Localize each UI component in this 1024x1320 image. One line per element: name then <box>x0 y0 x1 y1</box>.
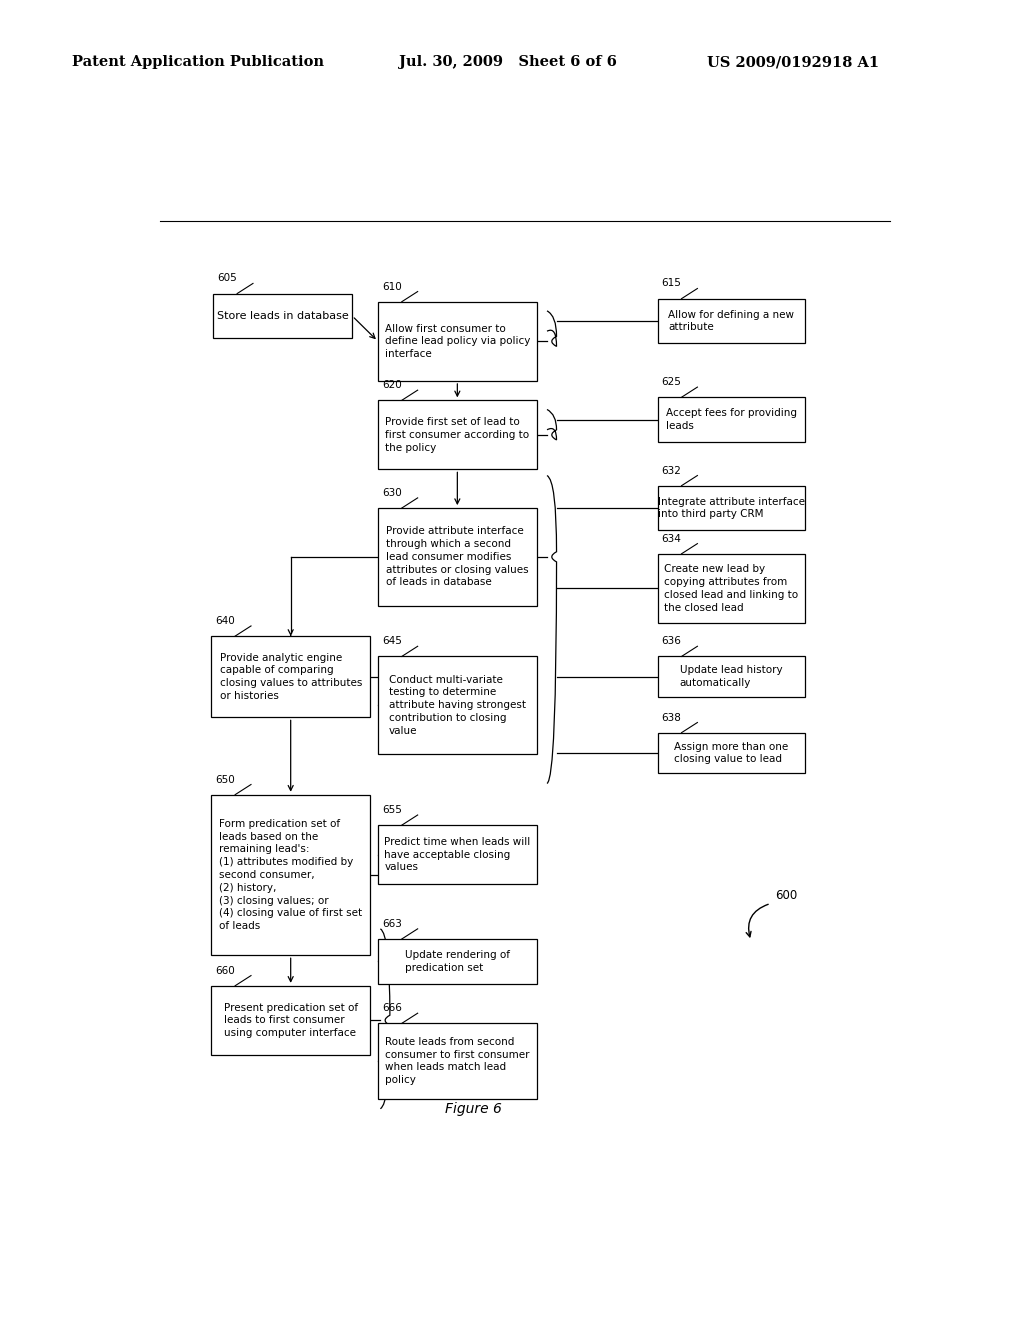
Text: 605: 605 <box>217 273 237 284</box>
Text: 615: 615 <box>662 279 682 289</box>
Text: Update lead history
automatically: Update lead history automatically <box>680 665 782 688</box>
Text: 610: 610 <box>382 281 401 292</box>
Text: 632: 632 <box>662 466 682 475</box>
Text: 630: 630 <box>382 488 401 498</box>
Text: Provide attribute interface
through which a second
lead consumer modifies
attrib: Provide attribute interface through whic… <box>386 527 528 587</box>
Text: 660: 660 <box>215 966 236 975</box>
Text: Provide first set of lead to
first consumer according to
the policy: Provide first set of lead to first consu… <box>385 417 529 453</box>
Text: 620: 620 <box>382 380 401 391</box>
Text: Jul. 30, 2009   Sheet 6 of 6: Jul. 30, 2009 Sheet 6 of 6 <box>399 55 617 70</box>
Text: 645: 645 <box>382 636 401 647</box>
Bar <box>211 986 370 1055</box>
Bar <box>213 293 352 338</box>
Text: 600: 600 <box>775 888 797 902</box>
Bar <box>657 397 805 442</box>
Text: Create new lead by
copying attributes from
closed lead and linking to
the closed: Create new lead by copying attributes fr… <box>665 564 798 612</box>
Bar <box>211 636 370 718</box>
Text: 638: 638 <box>662 713 682 722</box>
Text: Accept fees for providing
leads: Accept fees for providing leads <box>666 408 797 432</box>
Text: Integrate attribute interface
into third party CRM: Integrate attribute interface into third… <box>657 496 805 520</box>
Text: 655: 655 <box>382 805 401 814</box>
Bar <box>657 656 805 697</box>
Text: 650: 650 <box>215 775 236 784</box>
Text: Allow for defining a new
attribute: Allow for defining a new attribute <box>668 310 795 333</box>
Text: Predict time when leads will
have acceptable closing
values: Predict time when leads will have accept… <box>384 837 530 873</box>
Bar <box>378 508 537 606</box>
Text: Patent Application Publication: Patent Application Publication <box>72 55 324 70</box>
Bar <box>657 554 805 623</box>
Text: 636: 636 <box>662 636 682 647</box>
Text: Conduct multi-variate
testing to determine
attribute having strongest
contributi: Conduct multi-variate testing to determi… <box>389 675 526 735</box>
Text: US 2009/0192918 A1: US 2009/0192918 A1 <box>707 55 879 70</box>
Bar <box>657 298 805 343</box>
Bar <box>378 939 537 983</box>
Bar <box>378 400 537 470</box>
Text: 625: 625 <box>662 378 682 387</box>
Text: Route leads from second
consumer to first consumer
when leads match lead
policy: Route leads from second consumer to firs… <box>385 1036 529 1085</box>
Text: Provide analytic engine
capable of comparing
closing values to attributes
or his: Provide analytic engine capable of compa… <box>219 652 361 701</box>
Bar <box>657 733 805 774</box>
Text: Allow first consumer to
define lead policy via policy
interface: Allow first consumer to define lead poli… <box>385 323 530 359</box>
Bar <box>378 1023 537 1098</box>
Text: Store leads in database: Store leads in database <box>217 312 348 321</box>
Bar <box>211 795 370 956</box>
Text: Update rendering of
predication set: Update rendering of predication set <box>404 950 510 973</box>
Text: 640: 640 <box>215 616 236 626</box>
Text: Figure 6: Figure 6 <box>444 1102 502 1115</box>
Bar <box>378 302 537 381</box>
Text: 663: 663 <box>382 919 401 929</box>
Text: Present predication set of
leads to first consumer
using computer interface: Present predication set of leads to firs… <box>223 1002 357 1038</box>
Bar <box>378 825 537 884</box>
Bar <box>657 486 805 531</box>
Text: 666: 666 <box>382 1003 401 1014</box>
Text: Form predication set of
leads based on the
remaining lead's:
(1) attributes modi: Form predication set of leads based on t… <box>219 818 362 931</box>
Bar <box>378 656 537 754</box>
Text: Assign more than one
closing value to lead: Assign more than one closing value to le… <box>674 742 788 764</box>
Text: 634: 634 <box>662 533 682 544</box>
